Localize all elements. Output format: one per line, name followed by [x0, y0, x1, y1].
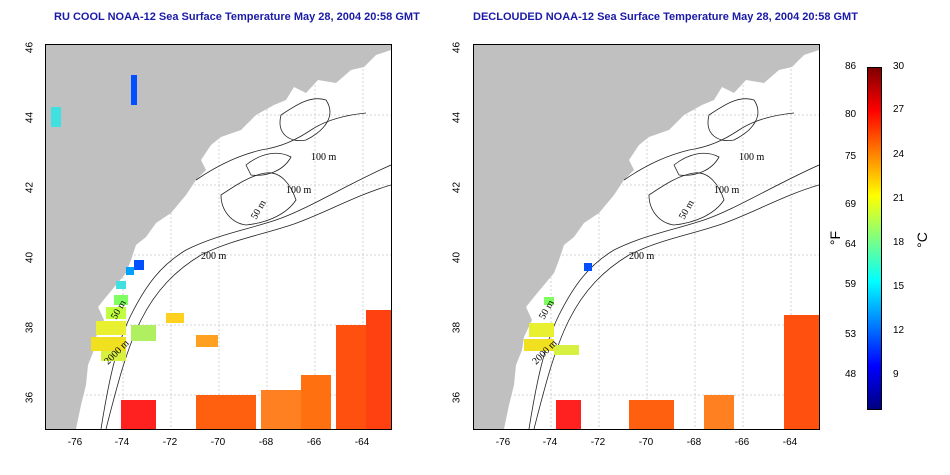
fahrenheit-tick: 86	[845, 61, 857, 72]
colorbar	[867, 67, 882, 410]
left-map-panel: 100 m 100 m 50 m 200 m 50 m 2000 m	[45, 44, 392, 430]
lon-tick-right: -76	[495, 437, 511, 448]
lon-tick-left: -66	[306, 437, 322, 448]
right-map-svg: 100 m 100 m 50 m 200 m 50 m 2000 m	[474, 45, 819, 429]
lat-tick-left: 44	[24, 111, 36, 124]
lon-tick-right: -72	[590, 437, 606, 448]
lat-tick-right: 46	[451, 41, 463, 54]
lat-tick-right: 40	[451, 251, 463, 264]
fahrenheit-tick: 48	[845, 369, 857, 380]
bathymetry-contours	[100, 98, 391, 429]
lon-tick-right: -74	[542, 437, 558, 448]
lat-tick-left: 42	[24, 181, 36, 194]
celsius-tick: 18	[893, 237, 905, 248]
lon-tick-right: -64	[782, 437, 798, 448]
lat-tick-right: 42	[451, 181, 463, 194]
contour-label: 50 m	[677, 198, 697, 221]
fahrenheit-tick: 64	[845, 239, 857, 250]
lat-tick-right: 44	[451, 111, 463, 124]
lon-tick-left: -74	[114, 437, 130, 448]
lat-tick-left: 38	[24, 321, 36, 334]
celsius-tick: 24	[893, 149, 905, 160]
contour-label: 100 m	[286, 185, 312, 196]
contour-label: 200 m	[201, 251, 227, 262]
land-mass	[474, 45, 819, 429]
celsius-tick: 9	[893, 369, 899, 380]
lon-tick-right: -68	[686, 437, 702, 448]
celsius-tick: 12	[893, 325, 905, 336]
lat-tick-left: 40	[24, 251, 36, 264]
fahrenheit-unit-label: °F	[827, 230, 844, 246]
left-map-svg: 100 m 100 m 50 m 200 m 50 m 2000 m	[46, 45, 391, 429]
lat-tick-left: 46	[24, 41, 36, 54]
lat-tick-left: 36	[24, 391, 36, 404]
fahrenheit-tick: 80	[845, 109, 857, 120]
left-map-title: RU COOL NOAA-12 Sea Surface Temperature …	[54, 11, 420, 23]
lon-tick-left: -76	[67, 437, 83, 448]
fahrenheit-tick: 53	[845, 329, 857, 340]
sst-patches	[524, 263, 819, 429]
lon-tick-left: -72	[162, 437, 178, 448]
lon-tick-right: -70	[638, 437, 654, 448]
fahrenheit-tick: 69	[845, 199, 857, 210]
celsius-tick: 15	[893, 281, 905, 292]
lat-tick-right: 36	[451, 391, 463, 404]
celsius-unit-label: °C	[913, 232, 930, 248]
contour-label: 200 m	[629, 251, 655, 262]
sst-patches	[51, 75, 391, 429]
lon-tick-left: -64	[354, 437, 370, 448]
fahrenheit-tick: 59	[845, 279, 857, 290]
contour-label: 100 m	[311, 152, 337, 163]
lon-tick-left: -70	[210, 437, 226, 448]
lon-tick-left: -68	[258, 437, 274, 448]
right-map-panel: 100 m 100 m 50 m 200 m 50 m 2000 m	[473, 44, 820, 430]
fahrenheit-tick: 75	[845, 151, 857, 162]
celsius-tick: 21	[893, 193, 905, 204]
contour-label: 100 m	[739, 152, 765, 163]
contour-label: 100 m	[714, 185, 740, 196]
celsius-tick: 27	[893, 104, 905, 115]
contour-label: 50 m	[249, 198, 269, 221]
lon-tick-right: -66	[734, 437, 750, 448]
lat-tick-right: 38	[451, 321, 463, 334]
land-mass	[46, 45, 391, 429]
celsius-tick: 30	[893, 61, 905, 72]
right-map-title: DECLOUDED NOAA-12 Sea Surface Temperatur…	[473, 11, 858, 23]
